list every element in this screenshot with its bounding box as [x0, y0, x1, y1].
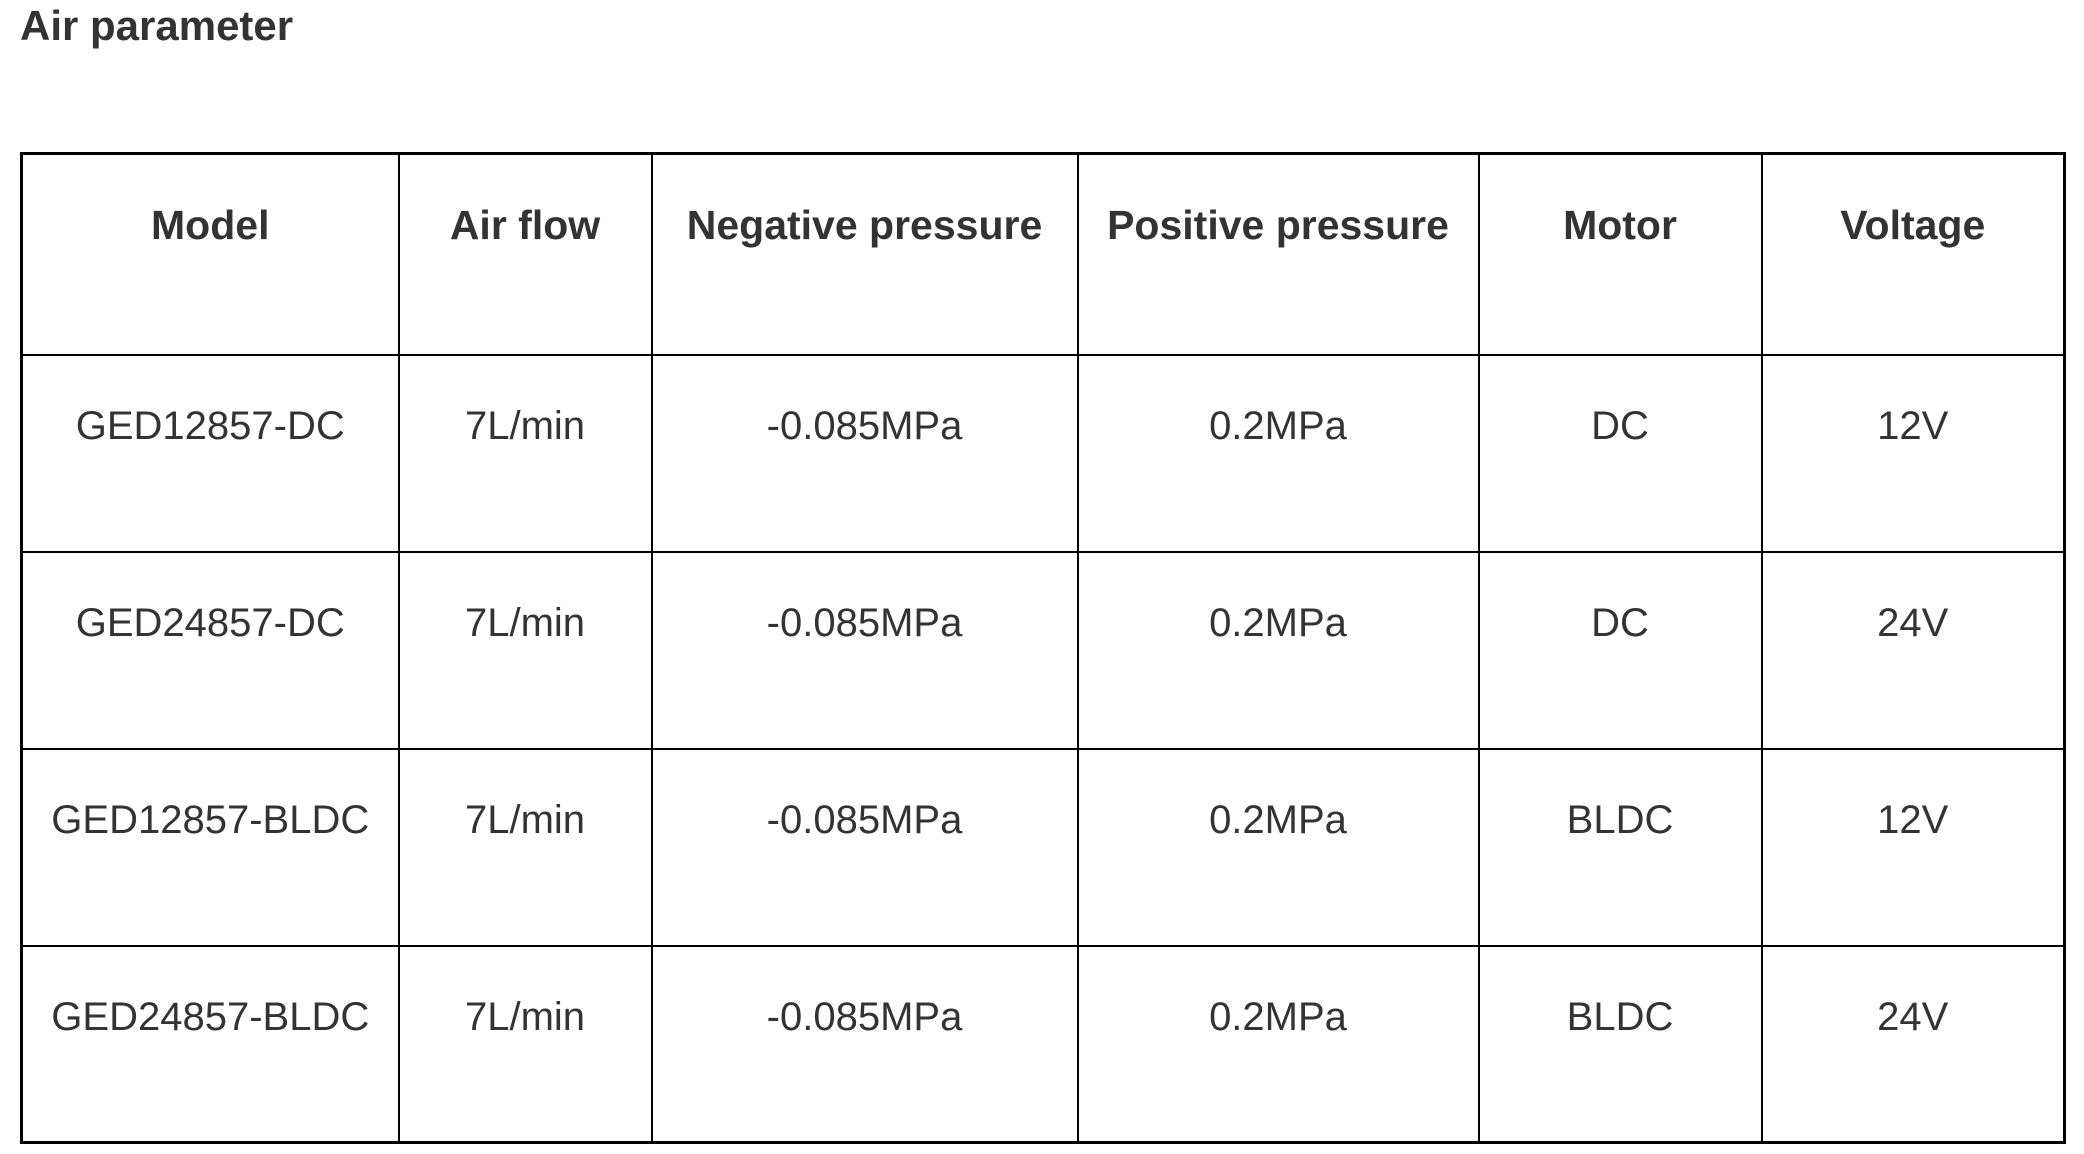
cell-voltage: 12V	[1760, 747, 2066, 947]
cell-negative-pressure: -0.085MPa	[650, 747, 1079, 947]
cell-positive-pressure: 0.2MPa	[1076, 747, 1480, 947]
column-header-air-flow: Air flow	[397, 152, 653, 356]
cell-air-flow: 7L/min	[397, 747, 653, 947]
cell-air-flow: 7L/min	[397, 353, 653, 553]
table-row: GED12857-BLDC 7L/min -0.085MPa 0.2MPa BL…	[20, 747, 2066, 947]
cell-motor: DC	[1477, 550, 1763, 750]
cell-motor: BLDC	[1477, 944, 1763, 1144]
cell-negative-pressure: -0.085MPa	[650, 353, 1079, 553]
air-parameter-table: Model Air flow Negative pressure Positiv…	[20, 152, 2066, 1144]
cell-motor: BLDC	[1477, 747, 1763, 947]
table-row: GED24857-BLDC 7L/min -0.085MPa 0.2MPa BL…	[20, 944, 2066, 1144]
column-header-voltage: Voltage	[1760, 152, 2066, 356]
cell-voltage: 12V	[1760, 353, 2066, 553]
cell-air-flow: 7L/min	[397, 944, 653, 1144]
cell-air-flow: 7L/min	[397, 550, 653, 750]
cell-positive-pressure: 0.2MPa	[1076, 550, 1480, 750]
table-row: GED12857-DC 7L/min -0.085MPa 0.2MPa DC 1…	[20, 353, 2066, 553]
table-row: GED24857-DC 7L/min -0.085MPa 0.2MPa DC 2…	[20, 550, 2066, 750]
cell-positive-pressure: 0.2MPa	[1076, 944, 1480, 1144]
cell-motor: DC	[1477, 353, 1763, 553]
page-title: Air parameter	[20, 2, 294, 49]
cell-negative-pressure: -0.085MPa	[650, 550, 1079, 750]
table-header-row: Model Air flow Negative pressure Positiv…	[20, 152, 2066, 356]
column-header-negative-pressure: Negative pressure	[650, 152, 1079, 356]
cell-voltage: 24V	[1760, 944, 2066, 1144]
cell-model: GED24857-DC	[20, 550, 400, 750]
column-header-positive-pressure: Positive pressure	[1076, 152, 1480, 356]
cell-model: GED12857-BLDC	[20, 747, 400, 947]
column-header-model: Model	[20, 152, 400, 356]
cell-positive-pressure: 0.2MPa	[1076, 353, 1480, 553]
cell-model: GED24857-BLDC	[20, 944, 400, 1144]
cell-voltage: 24V	[1760, 550, 2066, 750]
cell-negative-pressure: -0.085MPa	[650, 944, 1079, 1144]
cell-model: GED12857-DC	[20, 353, 400, 553]
column-header-motor: Motor	[1477, 152, 1763, 356]
